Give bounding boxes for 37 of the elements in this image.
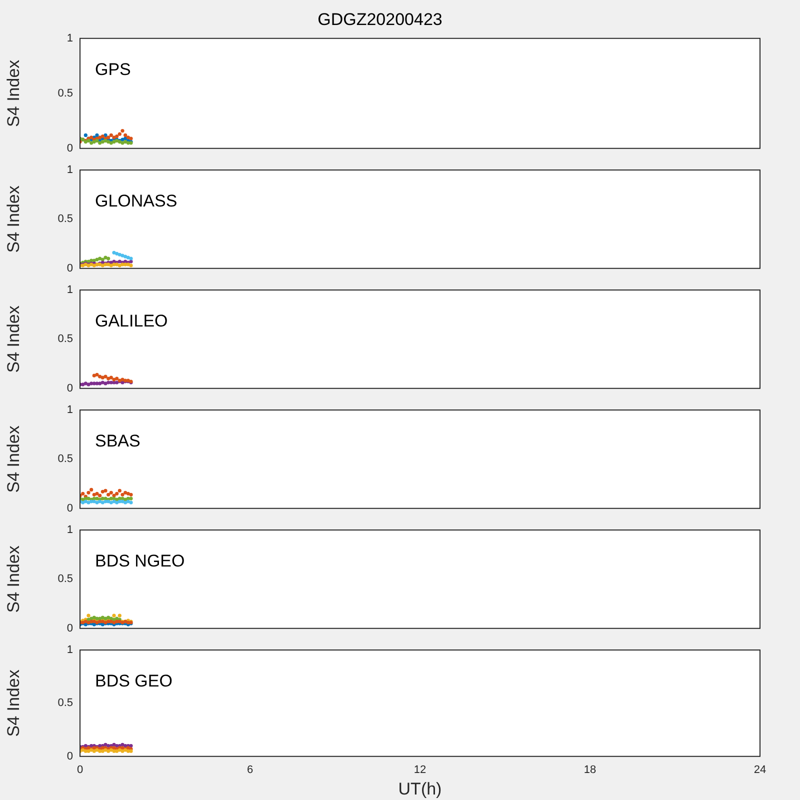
y-tick-label: 0.5 [58,453,73,466]
y-tick-label: 1 [66,644,73,656]
annotation: BDS GEO [95,672,172,691]
y-tick-label: 0 [66,262,73,274]
y-tick-label: 1 [66,524,73,536]
y-axis-title: S4 Index [4,545,23,613]
chart-title: GDGZ20200423 [318,10,442,29]
annotation: SBAS [95,432,140,451]
y-tick-label: 0 [66,750,73,762]
annotation: GLONASS [95,192,178,211]
x-tick-label: 18 [584,764,596,776]
annotation: GALILEO [95,312,168,331]
x-tick-label: 6 [246,764,254,776]
y-tick-label: 0.5 [58,87,73,100]
y-axis-title: S4 Index [4,185,23,253]
y-tick-label: 0.5 [58,697,73,710]
x-tick-label: 24 [754,764,766,776]
y-axis-title: S4 Index [4,59,23,127]
y-tick-label: 1 [66,32,73,44]
annotation: BDS NGEO [95,552,185,571]
y-axis-title: S4 Index [4,305,23,373]
x-tick-label: 12 [414,764,426,776]
y-axis-title: S4 Index [4,425,23,493]
x-axis-title: UT(h) [398,779,442,798]
y-tick-label: 1 [66,284,73,296]
y-tick-label: 0 [66,382,73,394]
y-tick-label: 0.5 [58,333,73,346]
y-tick-label: 0.5 [58,213,73,226]
y-tick-label: 1 [66,404,73,416]
y-tick-label: 0.5 [58,573,73,586]
y-tick-label: 0 [66,142,73,154]
x-tick-label: 0 [76,764,84,776]
y-tick-label: 1 [66,164,73,176]
annotation: GPS [95,60,131,80]
y-tick-label: 0 [66,502,73,514]
y-axis-title: S4 Index [4,669,23,737]
y-tick-label: 0 [66,622,73,634]
